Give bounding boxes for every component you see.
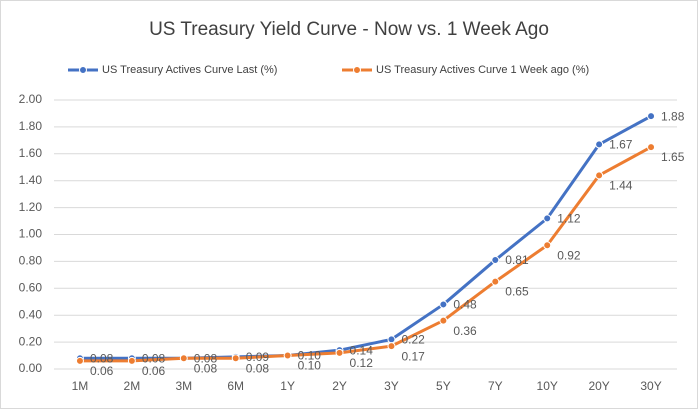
point: [387, 335, 396, 344]
data-label: 1.12: [557, 212, 581, 226]
x-tick-label: 30Y: [640, 379, 661, 393]
data-label: 0.06: [142, 364, 166, 378]
data-label: 1.65: [661, 150, 685, 164]
point: [387, 342, 396, 351]
point: [595, 140, 604, 149]
y-tick-label: 0.40: [19, 307, 43, 321]
data-label: 0.08: [90, 351, 114, 365]
legend-label: US Treasury Actives Curve 1 Week ago (%): [376, 64, 589, 76]
y-tick-label: 2.00: [19, 92, 43, 106]
x-tick-label: 3M: [175, 379, 192, 393]
y-tick-label: 0.60: [19, 280, 43, 294]
x-tick-label: 10Y: [537, 379, 558, 393]
data-label: 0.10: [298, 359, 322, 373]
y-tick-label: 0.80: [19, 254, 43, 268]
data-label: 0.36: [453, 324, 477, 338]
legend-marker: [353, 66, 361, 74]
data-label: 0.92: [557, 248, 581, 262]
x-tick-label: 20Y: [588, 379, 609, 393]
legend-label: US Treasury Actives Curve Last (%): [102, 64, 277, 76]
point: [439, 300, 448, 309]
point: [543, 214, 552, 223]
chart-title: US Treasury Yield Curve - Now vs. 1 Week…: [149, 19, 549, 40]
point: [595, 171, 604, 180]
data-label: 0.10: [298, 349, 322, 363]
y-tick-label: 1.80: [19, 119, 43, 133]
y-tick-label: 0.20: [19, 334, 43, 348]
x-tick-label: 2Y: [332, 379, 347, 393]
data-label: 1.88: [661, 109, 685, 123]
point: [179, 354, 188, 363]
data-label: 0.48: [453, 298, 477, 312]
data-label: 0.81: [505, 253, 529, 267]
data-label: 0.22: [401, 333, 425, 347]
data-label: 0.08: [194, 361, 218, 375]
x-tick-label: 7Y: [488, 379, 503, 393]
data-label: 0.06: [90, 364, 114, 378]
data-label: 0.14: [350, 343, 374, 357]
y-tick-label: 1.20: [19, 200, 43, 214]
data-label: 0.08: [246, 361, 270, 375]
data-label: 0.17: [401, 349, 425, 363]
x-tick-label: 1M: [72, 379, 89, 393]
data-label: 1.44: [609, 178, 633, 192]
point: [491, 256, 500, 265]
data-label: 0.65: [505, 285, 529, 299]
point: [127, 356, 136, 365]
y-tick-label: 1.40: [19, 173, 43, 187]
point: [439, 316, 448, 325]
x-tick-label: 3Y: [384, 379, 399, 393]
point: [647, 143, 656, 152]
y-tick-label: 1.60: [19, 146, 43, 160]
point: [283, 351, 292, 360]
x-tick-label: 5Y: [436, 379, 451, 393]
x-tick-label: 6M: [227, 379, 244, 393]
data-label: 0.12: [350, 356, 374, 370]
point: [335, 348, 344, 357]
data-label: 0.08: [142, 351, 166, 365]
data-label: 1.67: [609, 138, 633, 152]
data-label: 0.09: [246, 350, 270, 364]
point: [543, 241, 552, 250]
point: [647, 112, 656, 121]
legend-marker: [79, 66, 87, 74]
y-tick-label: 0.00: [19, 361, 43, 375]
x-tick-label: 2M: [124, 379, 141, 393]
x-tick-label: 1Y: [280, 379, 295, 393]
point: [491, 277, 500, 286]
series-line: [79, 145, 652, 363]
data-label: 0.08: [194, 351, 218, 365]
point: [75, 356, 84, 365]
y-tick-label: 1.00: [19, 227, 43, 241]
point: [231, 354, 240, 363]
